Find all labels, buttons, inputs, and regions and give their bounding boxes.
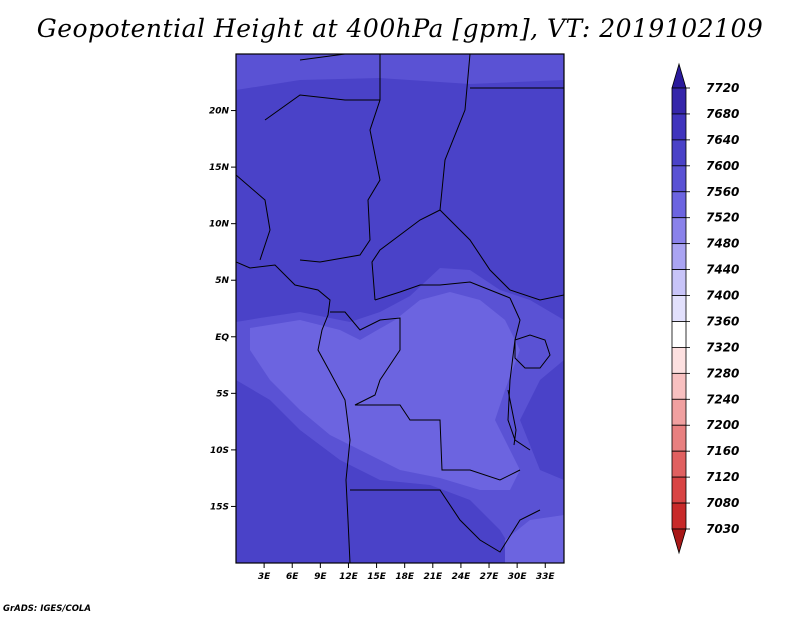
lon-tick-label: 18E xyxy=(395,572,415,582)
colorbar-label: 7640 xyxy=(706,133,739,147)
lat-tick-label: 10N xyxy=(209,220,230,230)
country-borders xyxy=(236,54,564,563)
field-7640-north-band xyxy=(236,54,564,90)
colorbar-box xyxy=(671,398,687,426)
colorbar-label: 7030 xyxy=(706,522,739,536)
colorbar-box xyxy=(671,191,687,219)
lake-tanganyika xyxy=(507,389,517,446)
colorbar-box xyxy=(671,450,687,478)
lat-tick-label: 5S xyxy=(216,389,229,399)
colorbar-box xyxy=(671,476,687,504)
border-west-interior xyxy=(236,94,380,261)
colorbar-box xyxy=(671,165,687,193)
colorbar-box xyxy=(671,295,687,322)
lon-tick-label: 12E xyxy=(339,572,359,582)
lat-tick-label: 15S xyxy=(210,502,229,512)
lon-tick-label: 15E xyxy=(367,572,387,582)
coastline-west xyxy=(236,261,351,563)
map-frame xyxy=(235,53,565,564)
longitude-axis: 3E 6E 9E 12E 15E 18E 21E 24E 27E 30E 33E xyxy=(258,563,556,582)
colorbar-box xyxy=(671,269,687,296)
border-south xyxy=(350,489,541,553)
lat-tick-label: 10S xyxy=(210,446,229,456)
colorbar-box xyxy=(671,87,687,115)
colorbar-min-arrow xyxy=(671,528,687,555)
colorbar-label: 7600 xyxy=(706,159,739,173)
lon-tick-label: 33E xyxy=(536,572,556,582)
lon-tick-label: 21E xyxy=(423,572,443,582)
lon-tick-label: 30E xyxy=(508,572,528,582)
colorbar-label: 7720 xyxy=(706,81,739,95)
colorbar-label: 7360 xyxy=(706,314,739,328)
lake-victoria xyxy=(514,334,551,369)
colorbar-box xyxy=(671,243,687,270)
lon-tick-label: 27E xyxy=(480,572,500,582)
colorbar-box xyxy=(671,113,687,141)
lat-tick-label: 15N xyxy=(209,163,230,173)
colorbar: 7720 7680 7640 7600 7560 7520 7480 7440 7400 7360… xyxy=(671,62,739,555)
colorbar-label: 7320 xyxy=(706,340,739,354)
lon-tick-label: 9E xyxy=(314,572,327,582)
border-chad-sudan xyxy=(371,54,471,301)
lon-tick-label: 6E xyxy=(286,572,299,582)
border-congo xyxy=(330,311,521,481)
chart-title: Geopotential Height at 400hPa [gpm], VT:… xyxy=(36,14,764,43)
latitude-axis: 20N 15N 10N 5N EQ 5S 10S 15S xyxy=(209,107,236,512)
lon-tick-label: 3E xyxy=(258,572,271,582)
colorbar-label: 7440 xyxy=(706,263,739,277)
colorbar-box xyxy=(671,139,687,167)
colorbar-label: 7160 xyxy=(706,444,739,458)
colorbar-label: 7240 xyxy=(706,392,739,406)
lat-tick-label: EQ xyxy=(215,333,229,343)
grads-credit: GrADS: IGES/COLA xyxy=(3,604,91,614)
lat-tick-label: 20N xyxy=(209,107,230,117)
colorbar-box xyxy=(671,372,687,400)
colorbar-label: 7200 xyxy=(706,418,739,432)
lat-tick-label: 5N xyxy=(215,276,229,286)
colorbar-label: 7120 xyxy=(706,470,739,484)
colorbar-box xyxy=(671,502,687,530)
colorbar-label: 7520 xyxy=(706,211,739,225)
colorbar-label: 7080 xyxy=(706,496,739,510)
colorbar-max-arrow xyxy=(671,62,687,89)
border-car xyxy=(374,281,511,301)
colorbar-label: 7480 xyxy=(706,237,739,251)
colorbar-box xyxy=(671,217,687,245)
colorbar-box xyxy=(671,424,687,452)
colorbar-box xyxy=(671,347,687,374)
colorbar-label: 7560 xyxy=(706,185,739,199)
height-field xyxy=(236,54,564,563)
border-sudan xyxy=(439,87,564,301)
field-7520-south-band xyxy=(505,515,564,563)
colorbar-box xyxy=(671,321,687,348)
border-north xyxy=(299,54,381,263)
colorbar-label: 7680 xyxy=(706,107,739,121)
field-7520-band xyxy=(250,292,520,490)
lon-tick-label: 24E xyxy=(452,572,472,582)
colorbar-label: 7400 xyxy=(706,289,739,303)
colorbar-label: 7280 xyxy=(706,366,739,380)
